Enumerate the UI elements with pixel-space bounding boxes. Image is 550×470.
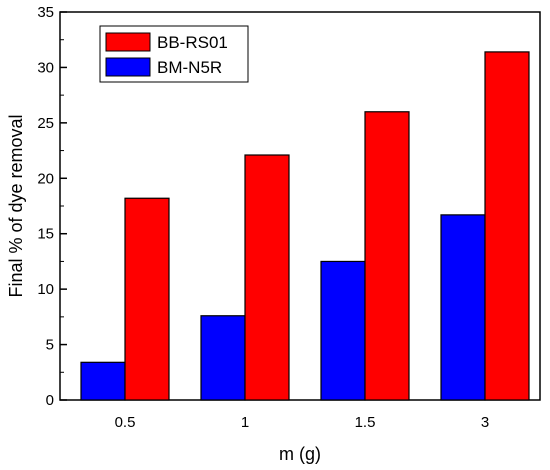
x-tick-label: 3 <box>481 414 489 431</box>
legend-label-bm-n5r: BM-N5R <box>157 58 222 77</box>
legend-label-bb-rs01: BB-RS01 <box>157 33 228 52</box>
bar-bb-rs01-0_5 <box>124 197 170 401</box>
y-tick-label: 0 <box>46 392 54 409</box>
bar-bb-rs01-3 <box>484 51 530 401</box>
x-tick-label: 0.5 <box>115 414 136 431</box>
x-axis-title: m (g) <box>279 444 321 464</box>
legend: BB-RS01 BM-N5R <box>99 25 249 83</box>
y-tick-label: 5 <box>46 337 54 354</box>
y-tick-label: 20 <box>37 170 54 187</box>
y-tick-label: 30 <box>37 59 54 76</box>
y-tick-label: 25 <box>37 115 54 132</box>
bar-bm-n5r-0_5 <box>80 361 126 401</box>
bar-bm-n5r-1_5 <box>320 260 366 401</box>
y-tick-label: 10 <box>37 281 54 298</box>
legend-swatch-bb-rs01 <box>105 32 151 52</box>
bar-bb-rs01-1 <box>244 154 290 401</box>
bar-bm-n5r-1 <box>200 315 246 401</box>
x-tick-label: 1 <box>241 414 249 431</box>
bar-bb-rs01-1_5 <box>364 111 410 401</box>
y-axis-title: Final % of dye removal <box>6 114 26 297</box>
y-axis: 0 5 10 15 20 25 30 35 <box>37 4 67 409</box>
bar-bm-n5r-3 <box>440 214 486 401</box>
y-tick-label: 35 <box>37 4 54 21</box>
x-tick-label: 1.5 <box>355 414 376 431</box>
bar-series-group <box>80 51 530 401</box>
legend-swatch-bm-n5r <box>105 57 151 77</box>
y-tick-label: 15 <box>37 226 54 243</box>
